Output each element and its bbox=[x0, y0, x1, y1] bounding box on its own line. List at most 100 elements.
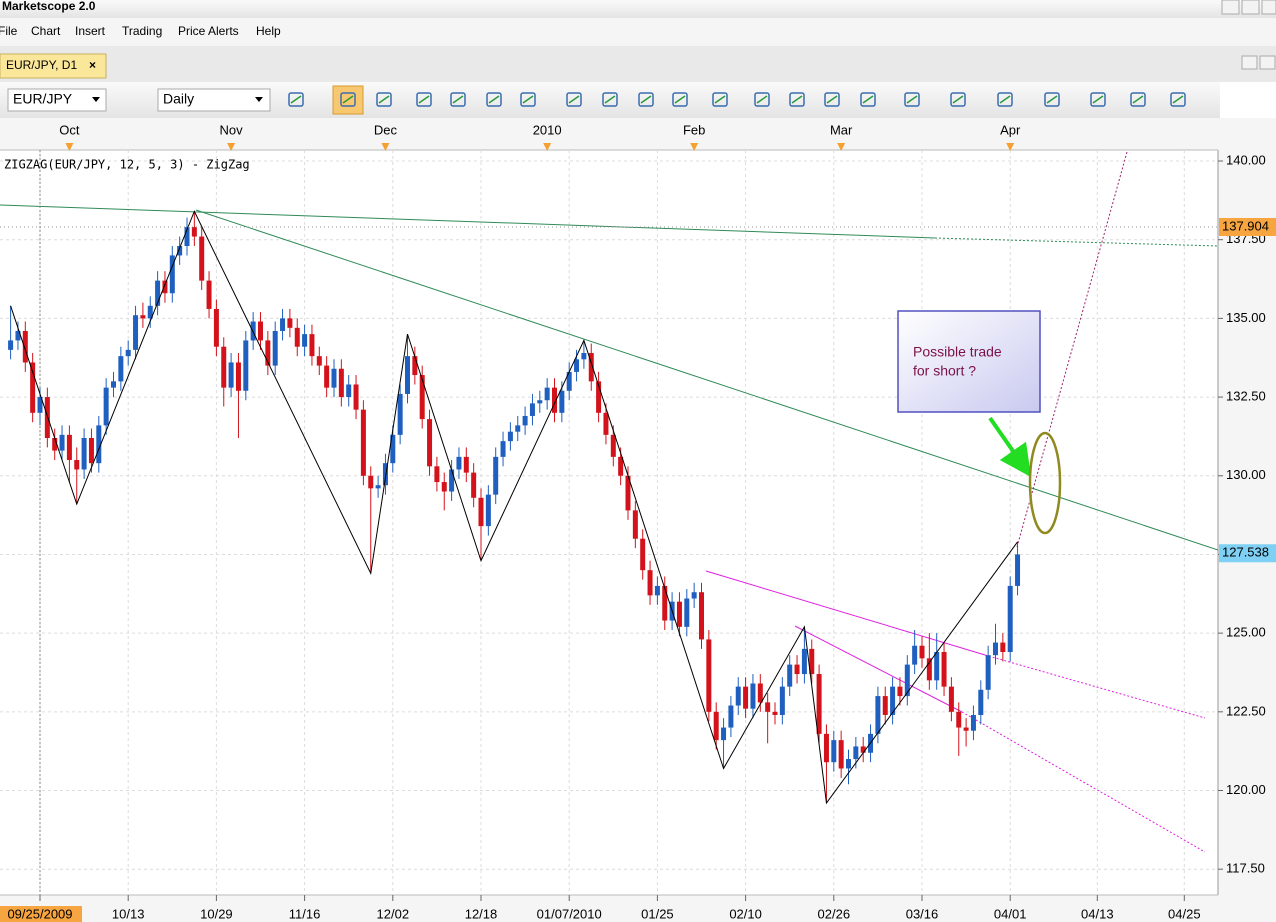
toolbar-icon[interactable] bbox=[486, 92, 502, 107]
candle-body bbox=[676, 601, 682, 627]
toolbar-icon[interactable] bbox=[1130, 92, 1146, 107]
toolbar-icon[interactable] bbox=[376, 92, 392, 107]
toolbar-icon[interactable] bbox=[904, 92, 920, 107]
trendline-extension bbox=[961, 711, 1206, 853]
candle-body bbox=[809, 648, 815, 675]
candle-body bbox=[309, 334, 315, 357]
menu-item[interactable]: Help bbox=[256, 24, 281, 38]
icon-shape bbox=[568, 95, 580, 104]
toolbar-icon[interactable] bbox=[824, 92, 840, 107]
dropdown-arrow[interactable] bbox=[92, 97, 100, 102]
candle-body bbox=[1015, 554, 1021, 586]
candle-body bbox=[111, 381, 116, 388]
note-box[interactable] bbox=[897, 310, 1041, 413]
candle-body bbox=[294, 327, 300, 347]
candle-body bbox=[713, 711, 719, 741]
chart-tab[interactable] bbox=[0, 53, 107, 79]
icon-shape bbox=[416, 92, 432, 107]
candle-body bbox=[81, 437, 87, 470]
candle-body bbox=[529, 403, 535, 416]
toolbar-icon[interactable] bbox=[950, 92, 966, 107]
symbol-value[interactable]: EUR/JPY bbox=[13, 91, 73, 107]
candle-body bbox=[272, 330, 278, 366]
toolbar-icon[interactable] bbox=[997, 92, 1013, 107]
candle-body bbox=[721, 727, 727, 741]
toolbar-icon[interactable] bbox=[1170, 92, 1186, 107]
tab-label[interactable]: EUR/JPY, D1 bbox=[6, 58, 77, 72]
candle-body bbox=[618, 456, 624, 476]
candle-body bbox=[610, 434, 616, 457]
candle-body bbox=[654, 585, 660, 596]
toolbar-icon[interactable] bbox=[340, 92, 356, 107]
timeframe-dropdown[interactable] bbox=[157, 88, 271, 112]
indicator-label: ZIGZAG(EUR/JPY, 12, 5, 3) - ZigZag bbox=[4, 158, 250, 172]
toolbar-icon[interactable] bbox=[416, 92, 432, 107]
toolbar-icon[interactable] bbox=[602, 92, 618, 107]
candle-body bbox=[162, 280, 168, 294]
close-button[interactable] bbox=[1259, 55, 1276, 70]
candle-body bbox=[397, 393, 403, 435]
y-tick-label: 120.00 bbox=[1226, 782, 1266, 797]
icon-shape bbox=[418, 95, 430, 104]
candle-body bbox=[74, 460, 80, 470]
tab-close[interactable]: × bbox=[89, 58, 96, 72]
price-marker bbox=[1219, 544, 1276, 563]
candle-body bbox=[449, 469, 455, 492]
x-tick-label: 04/25 bbox=[1168, 906, 1201, 921]
toolbar-icon[interactable] bbox=[789, 92, 805, 107]
icon-shape bbox=[952, 95, 964, 104]
highlight-ellipse bbox=[1028, 431, 1062, 535]
toolbar-icon[interactable] bbox=[860, 92, 876, 107]
menu-item[interactable]: Chart bbox=[31, 24, 61, 38]
icon-shape bbox=[714, 95, 726, 104]
toolbar-icon[interactable] bbox=[1090, 92, 1106, 107]
menu-item[interactable]: Price Alerts bbox=[178, 24, 239, 38]
icon-shape bbox=[997, 92, 1013, 107]
timeframe-value[interactable]: Daily bbox=[163, 91, 194, 107]
month-marker bbox=[1006, 143, 1015, 151]
candle-body bbox=[22, 330, 28, 363]
restore-button[interactable] bbox=[1241, 55, 1258, 70]
candle-body bbox=[478, 497, 484, 527]
toolbar-icon[interactable] bbox=[672, 92, 688, 107]
candle-body bbox=[787, 664, 793, 687]
toolbar-icon[interactable] bbox=[450, 92, 466, 107]
toolbar-icon[interactable] bbox=[1044, 92, 1060, 107]
candle-body bbox=[243, 340, 249, 391]
candle-body bbox=[779, 686, 785, 715]
candle-body bbox=[1007, 585, 1013, 653]
month-marker bbox=[543, 143, 552, 151]
candle-body bbox=[691, 592, 697, 599]
window-controls[interactable] bbox=[1221, 0, 1276, 15]
icon-shape bbox=[342, 95, 354, 104]
symbol-dropdown[interactable] bbox=[7, 88, 107, 112]
candle-body bbox=[235, 362, 241, 391]
menu-item[interactable]: File bbox=[0, 24, 18, 38]
candle-body bbox=[206, 280, 212, 309]
icon-shape bbox=[340, 92, 356, 107]
cursor-date-box bbox=[0, 906, 82, 922]
trendline-extension bbox=[984, 654, 1206, 719]
candle-body bbox=[59, 434, 65, 451]
dropdown-arrow[interactable] bbox=[255, 97, 263, 102]
candle-body bbox=[574, 359, 580, 372]
toolbar-icon[interactable] bbox=[288, 92, 304, 107]
toolbar-icon[interactable] bbox=[566, 92, 582, 107]
trendline-extension bbox=[934, 237, 1218, 247]
menu-item[interactable]: Trading bbox=[122, 24, 162, 38]
month-label: Feb bbox=[683, 122, 705, 137]
toolbar-icon[interactable] bbox=[754, 92, 770, 107]
candle-body bbox=[8, 340, 14, 350]
icon-shape bbox=[290, 95, 302, 104]
icon-shape bbox=[950, 92, 966, 107]
menu-item[interactable]: Insert bbox=[75, 24, 106, 38]
toolbar-icon[interactable] bbox=[712, 92, 728, 107]
toolbar-icon[interactable] bbox=[638, 92, 654, 107]
candle-body bbox=[382, 463, 388, 486]
candle-body bbox=[96, 425, 102, 464]
toolbar-icon[interactable] bbox=[520, 92, 536, 107]
y-tick-label: 122.50 bbox=[1226, 703, 1266, 718]
note-text: Possible trade bbox=[913, 344, 1002, 360]
icon-shape bbox=[712, 92, 728, 107]
